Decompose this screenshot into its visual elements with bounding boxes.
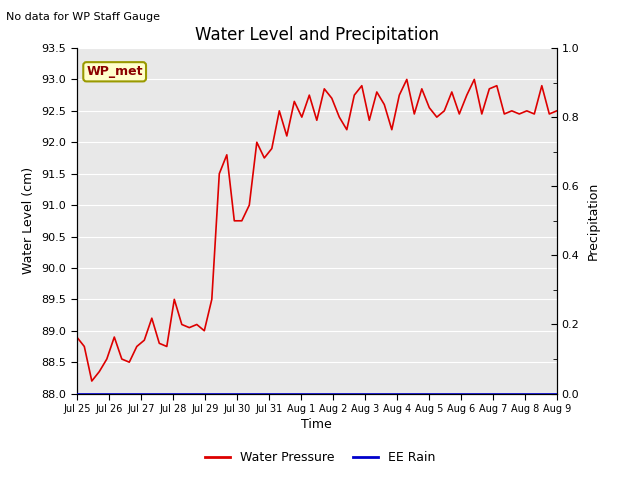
X-axis label: Time: Time [301, 418, 332, 431]
Title: Water Level and Precipitation: Water Level and Precipitation [195, 25, 439, 44]
Text: No data for WP Staff Gauge: No data for WP Staff Gauge [6, 12, 161, 22]
Legend: Water Pressure, EE Rain: Water Pressure, EE Rain [200, 446, 440, 469]
Text: WP_met: WP_met [86, 65, 143, 78]
Y-axis label: Water Level (cm): Water Level (cm) [22, 167, 35, 275]
Y-axis label: Precipitation: Precipitation [586, 181, 599, 260]
